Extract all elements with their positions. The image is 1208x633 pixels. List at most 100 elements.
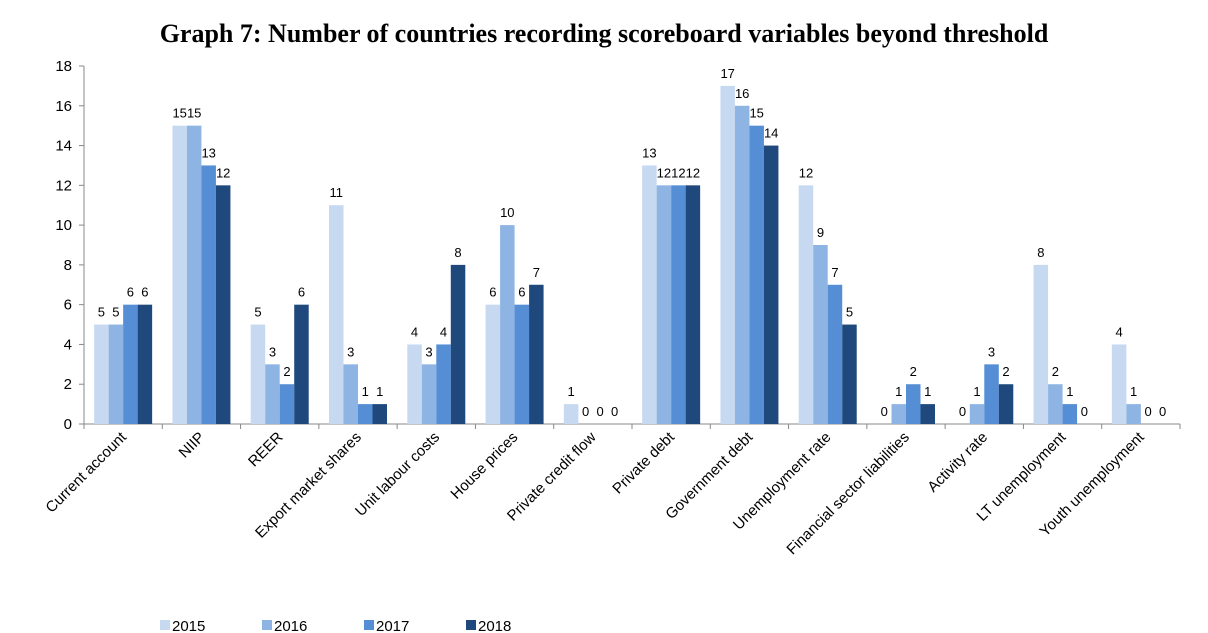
bar xyxy=(720,85,735,424)
bar xyxy=(813,245,828,424)
bar xyxy=(108,324,124,424)
data-label: 6 xyxy=(518,285,525,300)
bar xyxy=(358,404,373,424)
data-label: 7 xyxy=(533,265,540,280)
data-label: 5 xyxy=(846,305,853,320)
bar xyxy=(827,284,843,424)
data-label: 12 xyxy=(657,165,671,180)
x-tick-label: Activity rate xyxy=(924,429,991,496)
x-tick-label: Private debt xyxy=(609,428,678,497)
bar xyxy=(798,185,814,424)
bar xyxy=(920,404,935,424)
bar xyxy=(407,344,422,424)
data-label: 3 xyxy=(425,344,432,359)
bar xyxy=(514,304,530,424)
data-label: 13 xyxy=(201,145,215,160)
data-label: 0 xyxy=(611,404,618,419)
data-label: 16 xyxy=(735,86,749,101)
data-label: 2 xyxy=(910,364,917,379)
bar xyxy=(436,344,451,424)
legend-swatch xyxy=(364,620,374,630)
data-label: 3 xyxy=(988,344,995,359)
bar xyxy=(485,304,501,424)
data-label: 6 xyxy=(141,285,148,300)
bar xyxy=(749,125,764,425)
legend-swatch xyxy=(262,620,272,630)
data-label: 8 xyxy=(454,245,461,260)
data-label: 1 xyxy=(1066,384,1073,399)
data-label: 12 xyxy=(216,165,230,180)
bar xyxy=(500,225,515,424)
bar xyxy=(201,165,216,424)
data-label: 12 xyxy=(686,165,700,180)
y-tick-label: 8 xyxy=(64,257,72,274)
bar xyxy=(94,324,109,424)
bar xyxy=(998,384,1014,424)
data-label: 15 xyxy=(187,106,201,121)
bar xyxy=(685,185,701,424)
data-label: 3 xyxy=(269,344,276,359)
data-label: 0 xyxy=(596,404,603,419)
bar xyxy=(671,185,686,424)
x-tick-label: REER xyxy=(245,429,287,471)
y-tick-label: 18 xyxy=(55,58,72,75)
data-label: 0 xyxy=(1144,404,1151,419)
data-label: 5 xyxy=(112,305,119,320)
data-label: 1 xyxy=(973,384,980,399)
data-label: 14 xyxy=(764,126,778,141)
data-label: 1 xyxy=(376,384,383,399)
data-label: 2 xyxy=(283,364,290,379)
bar xyxy=(1033,264,1049,424)
bar xyxy=(656,185,672,424)
bar xyxy=(137,304,153,424)
bar xyxy=(186,125,202,425)
bar xyxy=(279,384,295,424)
bar xyxy=(642,165,657,424)
data-label: 15 xyxy=(172,106,186,121)
y-tick-label: 12 xyxy=(55,177,72,194)
legend-swatch xyxy=(466,620,476,630)
bar xyxy=(969,404,985,424)
bar xyxy=(529,284,544,424)
y-tick-label: 2 xyxy=(64,376,72,393)
bar xyxy=(421,364,437,424)
data-label: 0 xyxy=(582,404,589,419)
data-label: 11 xyxy=(330,185,344,200)
data-label: 6 xyxy=(298,285,305,300)
data-label: 2 xyxy=(1052,364,1059,379)
bar xyxy=(343,364,358,424)
x-tick-label: NIIP xyxy=(176,429,209,462)
data-label: 3 xyxy=(347,344,354,359)
data-label: 0 xyxy=(1081,404,1088,419)
data-label: 9 xyxy=(817,225,824,240)
y-tick-label: 16 xyxy=(55,98,72,115)
bar xyxy=(734,105,750,425)
data-label: 8 xyxy=(1037,245,1044,260)
data-label: 10 xyxy=(500,205,514,220)
data-label: 1 xyxy=(895,384,902,399)
data-label: 13 xyxy=(642,145,656,160)
bar xyxy=(372,404,387,424)
data-label: 2 xyxy=(1002,364,1009,379)
bar xyxy=(891,404,906,424)
legend-label: 2018 xyxy=(478,618,511,633)
data-label: 15 xyxy=(749,106,763,121)
bar xyxy=(215,185,231,424)
x-tick-label: Current account xyxy=(42,428,130,516)
bar xyxy=(250,324,266,424)
x-tick-label: Unit labour costs xyxy=(352,429,443,520)
bar xyxy=(1062,404,1078,424)
data-label: 4 xyxy=(411,324,418,339)
data-label: 17 xyxy=(720,66,734,81)
bar xyxy=(172,125,187,425)
data-label: 0 xyxy=(881,404,888,419)
data-label: 5 xyxy=(98,305,105,320)
bar xyxy=(123,304,138,424)
legend-swatch xyxy=(160,620,170,630)
y-tick-label: 4 xyxy=(64,336,72,353)
bar xyxy=(984,364,999,424)
bar xyxy=(842,324,857,424)
chart-title: Graph 7: Number of countries recording s… xyxy=(160,19,1049,48)
bar xyxy=(265,364,280,424)
bar xyxy=(1126,404,1141,424)
